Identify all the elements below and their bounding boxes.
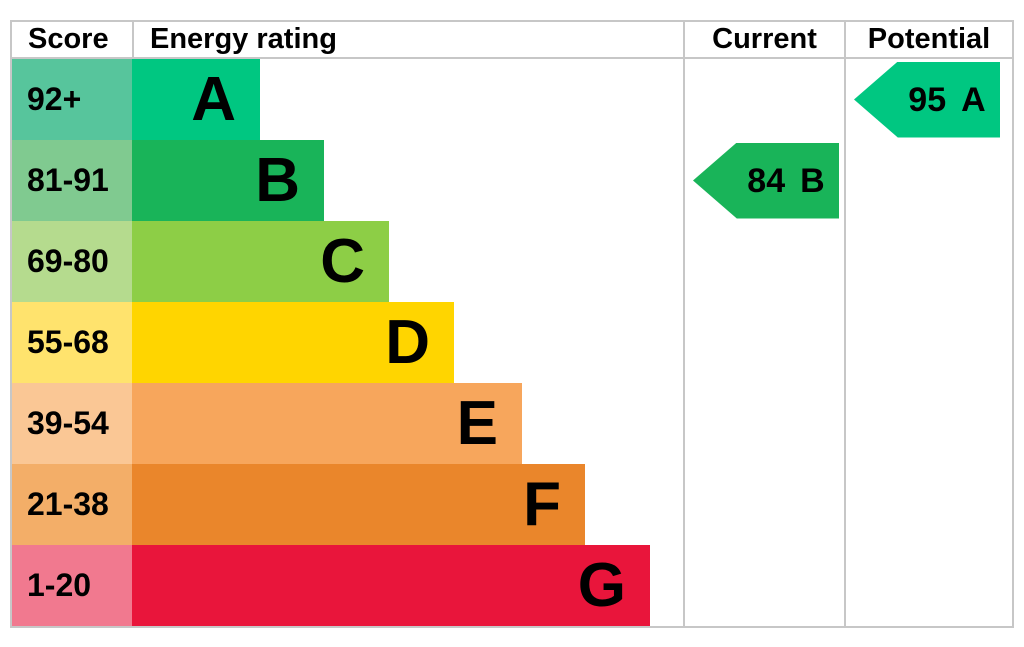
- potential-cell-e: [844, 383, 1012, 464]
- potential-cell-g: [844, 545, 1012, 626]
- score-range-g: 1-20: [12, 545, 132, 626]
- potential-cell-b: [844, 140, 1012, 221]
- bar-track-f: F: [132, 464, 683, 545]
- potential-cell-d: [844, 302, 1012, 383]
- bar-track-c: C: [132, 221, 683, 302]
- current-cell-b: 84 B: [683, 140, 844, 221]
- potential-column-header: Potential: [844, 22, 1012, 57]
- header-row: Score Energy rating Current Potential: [12, 22, 1012, 59]
- current-cell-f: [683, 464, 844, 545]
- current-score: 84: [747, 161, 786, 200]
- bar-track-a: A: [132, 59, 683, 140]
- band-letter-d: D: [385, 307, 430, 377]
- current-cell-g: [683, 545, 844, 626]
- band-letter-f: F: [523, 469, 561, 539]
- band-bar-c: C: [132, 221, 389, 302]
- band-bar-f: F: [132, 464, 585, 545]
- band-letter-a: A: [191, 64, 236, 134]
- band-letter-b: B: [255, 145, 300, 215]
- band-row-b: 81-91 B 84 B: [12, 140, 1012, 221]
- band-bar-e: E: [132, 383, 522, 464]
- current-cell-c: [683, 221, 844, 302]
- score-range-f: 21-38: [12, 464, 132, 545]
- band-row-c: 69-80 C: [12, 221, 1012, 302]
- score-range-d: 55-68: [12, 302, 132, 383]
- score-column-header: Score: [28, 23, 109, 55]
- bar-track-g: G: [132, 545, 683, 626]
- potential-rating-arrow: 95 A: [854, 61, 1000, 138]
- potential-cell-a: 95 A: [844, 59, 1012, 140]
- potential-band-letter: A: [961, 80, 986, 119]
- band-letter-e: E: [456, 388, 498, 458]
- current-cell-a: [683, 59, 844, 140]
- band-bar-a: A: [132, 59, 260, 140]
- band-row-g: 1-20 G: [12, 545, 1012, 626]
- current-cell-d: [683, 302, 844, 383]
- bar-track-b: B: [132, 140, 683, 221]
- band-bar-d: D: [132, 302, 454, 383]
- band-bar-g: G: [132, 545, 650, 626]
- potential-score: 95: [908, 80, 947, 119]
- potential-cell-f: [844, 464, 1012, 545]
- bar-track-d: D: [132, 302, 683, 383]
- score-range-e: 39-54: [12, 383, 132, 464]
- energy-rating-column-header: Energy rating: [132, 22, 683, 57]
- current-rating-arrow: 84 B: [693, 142, 839, 219]
- score-range-a: 92+: [12, 59, 132, 140]
- score-range-c: 69-80: [12, 221, 132, 302]
- band-row-a: 92+ A 95 A: [12, 59, 1012, 140]
- current-band-letter: B: [800, 161, 825, 200]
- score-range-b: 81-91: [12, 140, 132, 221]
- band-letter-c: C: [320, 226, 365, 296]
- current-cell-e: [683, 383, 844, 464]
- epc-rating-chart: Score Energy rating Current Potential 92…: [10, 20, 1014, 628]
- band-bar-b: B: [132, 140, 324, 221]
- band-row-d: 55-68 D: [12, 302, 1012, 383]
- band-row-e: 39-54 E: [12, 383, 1012, 464]
- potential-cell-c: [844, 221, 1012, 302]
- band-letter-g: G: [577, 550, 626, 620]
- bar-track-e: E: [132, 383, 683, 464]
- band-row-f: 21-38 F: [12, 464, 1012, 545]
- current-column-header: Current: [683, 22, 844, 57]
